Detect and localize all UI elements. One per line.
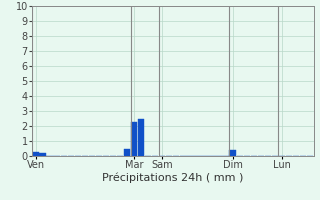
Bar xyxy=(32,152,39,156)
X-axis label: Précipitations 24h ( mm ): Précipitations 24h ( mm ) xyxy=(102,173,244,183)
Bar xyxy=(39,153,46,156)
Bar xyxy=(138,118,144,156)
Bar xyxy=(229,150,236,156)
Bar xyxy=(124,148,130,156)
Bar xyxy=(131,121,137,156)
